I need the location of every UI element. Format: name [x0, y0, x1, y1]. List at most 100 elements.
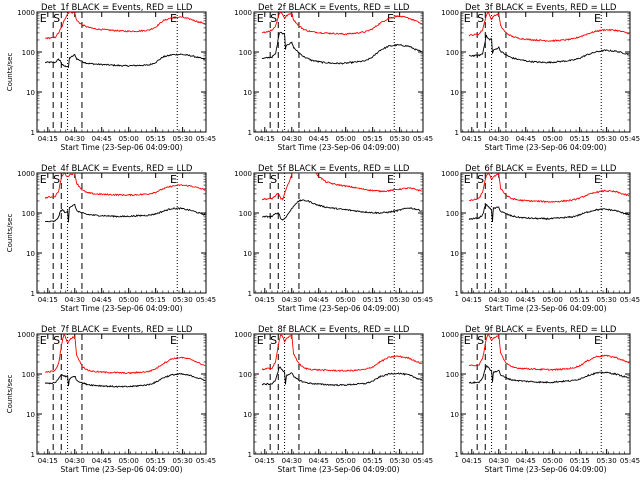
plot-frame — [36, 333, 207, 455]
x-tick-label: 04:45 — [309, 296, 329, 304]
event-marker-label: E — [40, 173, 47, 186]
chart-panel: Det_9f BLACK = Events, RED = LLD 1 10 100 10… — [441, 325, 640, 474]
x-axis-label: Start Time (23-Sep-06 04:09:00) — [61, 465, 183, 474]
y-tick-label: 100 — [239, 210, 252, 218]
series-line — [44, 173, 206, 200]
x-tick-label: 04:30 — [65, 135, 85, 143]
series-line — [468, 12, 630, 43]
y-tick-label: 1 — [31, 451, 35, 459]
chart-title: Det_8f BLACK = Events, RED = LLD — [258, 325, 410, 335]
y-tick-label: 1000 — [234, 9, 252, 17]
event-marker-label: E — [257, 173, 264, 186]
series-line — [45, 203, 206, 223]
x-tick-label: 05:00 — [336, 135, 356, 143]
event-marker-label: E — [40, 334, 47, 347]
x-tick-label: 04:15 — [255, 135, 275, 143]
x-tick-label: 04:30 — [282, 135, 302, 143]
event-marker-label: S — [270, 12, 277, 25]
y-axis-label: Counts/sec — [6, 375, 14, 414]
x-tick-label: 05:30 — [597, 296, 617, 304]
x-tick-label: 05:15 — [146, 457, 166, 465]
series-line — [468, 364, 630, 385]
event-marker-label: E — [387, 173, 394, 186]
series-line — [468, 203, 630, 223]
chart-panel: Det_8f BLACK = Events, RED = LLD 1 10 100 10… — [234, 325, 433, 474]
x-axis-label: Start Time (23-Sep-06 04:09:00) — [278, 465, 400, 474]
x-axis-label: Start Time (23-Sep-06 04:09:00) — [278, 304, 400, 313]
y-tick-label: 10 — [26, 250, 35, 258]
chart-panel: Det_6f BLACK = Events, RED = LLD 1 10 100 10… — [441, 164, 640, 313]
event-marker-label: E — [170, 334, 177, 347]
chart-panel: Det_7f BLACK = Events, RED = LLD Counts/s… — [6, 325, 216, 474]
event-marker-label: S — [477, 12, 484, 25]
plot-frame — [460, 11, 631, 133]
x-tick-label: 05:00 — [336, 296, 356, 304]
y-tick-label: 1000 — [17, 9, 35, 17]
x-tick-label: 04:15 — [462, 296, 482, 304]
x-tick-label: 04:15 — [38, 457, 58, 465]
x-tick-label: 04:15 — [255, 457, 275, 465]
series-line — [45, 12, 206, 40]
x-tick-label: 05:00 — [119, 457, 139, 465]
series-line — [261, 173, 423, 202]
chart-title: Det_4f BLACK = Events, RED = LLD — [41, 164, 193, 174]
y-tick-label: 1000 — [441, 170, 459, 178]
series-line — [261, 199, 423, 221]
y-tick-label: 1 — [455, 290, 459, 298]
x-axis-label: Start Time (23-Sep-06 04:09:00) — [485, 465, 607, 474]
x-tick-label: 04:15 — [462, 135, 482, 143]
y-axis-label: Counts/sec — [6, 214, 14, 253]
y-tick-label: 1000 — [17, 170, 35, 178]
x-tick-label: 05:30 — [390, 135, 410, 143]
x-tick-label: 05:45 — [620, 135, 640, 143]
chart-panel: Det_5f BLACK = Events, RED = LLD 1 10 100 10… — [234, 164, 433, 313]
series-line — [44, 53, 206, 68]
x-tick-label: 04:45 — [92, 457, 112, 465]
y-tick-label: 1000 — [234, 331, 252, 339]
event-marker-label: E — [464, 12, 471, 25]
event-marker-label: E — [464, 334, 471, 347]
x-tick-label: 05:30 — [390, 457, 410, 465]
x-tick-label: 05:15 — [146, 296, 166, 304]
plot-frame — [460, 333, 631, 455]
y-tick-label: 10 — [26, 411, 35, 419]
event-marker-label: S — [270, 334, 277, 347]
y-tick-label: 1000 — [441, 331, 459, 339]
x-tick-label: 04:30 — [65, 296, 85, 304]
event-marker-label: E — [594, 12, 601, 25]
x-axis-label: Start Time (23-Sep-06 04:09:00) — [485, 143, 607, 152]
event-marker-label: E — [594, 334, 601, 347]
plot-frame — [460, 172, 631, 294]
event-marker-label: E — [170, 12, 177, 25]
x-tick-label: 05:15 — [570, 296, 590, 304]
x-tick-label: 05:00 — [543, 296, 563, 304]
event-marker-label: E — [40, 12, 47, 25]
y-tick-label: 100 — [446, 371, 459, 379]
x-tick-label: 05:45 — [620, 457, 640, 465]
event-marker-label: E — [257, 12, 264, 25]
x-tick-label: 04:45 — [516, 135, 536, 143]
plot-frame — [36, 11, 207, 133]
chart-panel: Det_3f BLACK = Events, RED = LLD 1 10 100 10… — [441, 3, 640, 152]
x-tick-label: 05:30 — [173, 296, 193, 304]
y-tick-label: 1 — [455, 129, 459, 137]
series-line — [261, 31, 423, 65]
x-axis-label: Start Time (23-Sep-06 04:09:00) — [278, 143, 400, 152]
y-tick-label: 1 — [248, 451, 252, 459]
x-tick-label: 05:30 — [390, 296, 410, 304]
y-tick-label: 100 — [239, 371, 252, 379]
chart-title: Det_6f BLACK = Events, RED = LLD — [465, 164, 617, 174]
x-tick-label: 05:00 — [119, 135, 139, 143]
event-marker-label: E — [170, 173, 177, 186]
y-tick-label: 10 — [26, 89, 35, 97]
x-tick-label: 05:00 — [543, 457, 563, 465]
event-marker-label: E — [464, 173, 471, 186]
y-tick-label: 1 — [248, 290, 252, 298]
series-line — [45, 334, 206, 375]
y-tick-label: 100 — [239, 49, 252, 57]
x-tick-label: 05:45 — [413, 457, 433, 465]
x-tick-label: 04:30 — [489, 296, 509, 304]
y-tick-label: 10 — [243, 89, 252, 97]
x-tick-label: 05:45 — [196, 296, 216, 304]
chart-panel: Det_1f BLACK = Events, RED = LLD Counts/s… — [6, 3, 216, 152]
